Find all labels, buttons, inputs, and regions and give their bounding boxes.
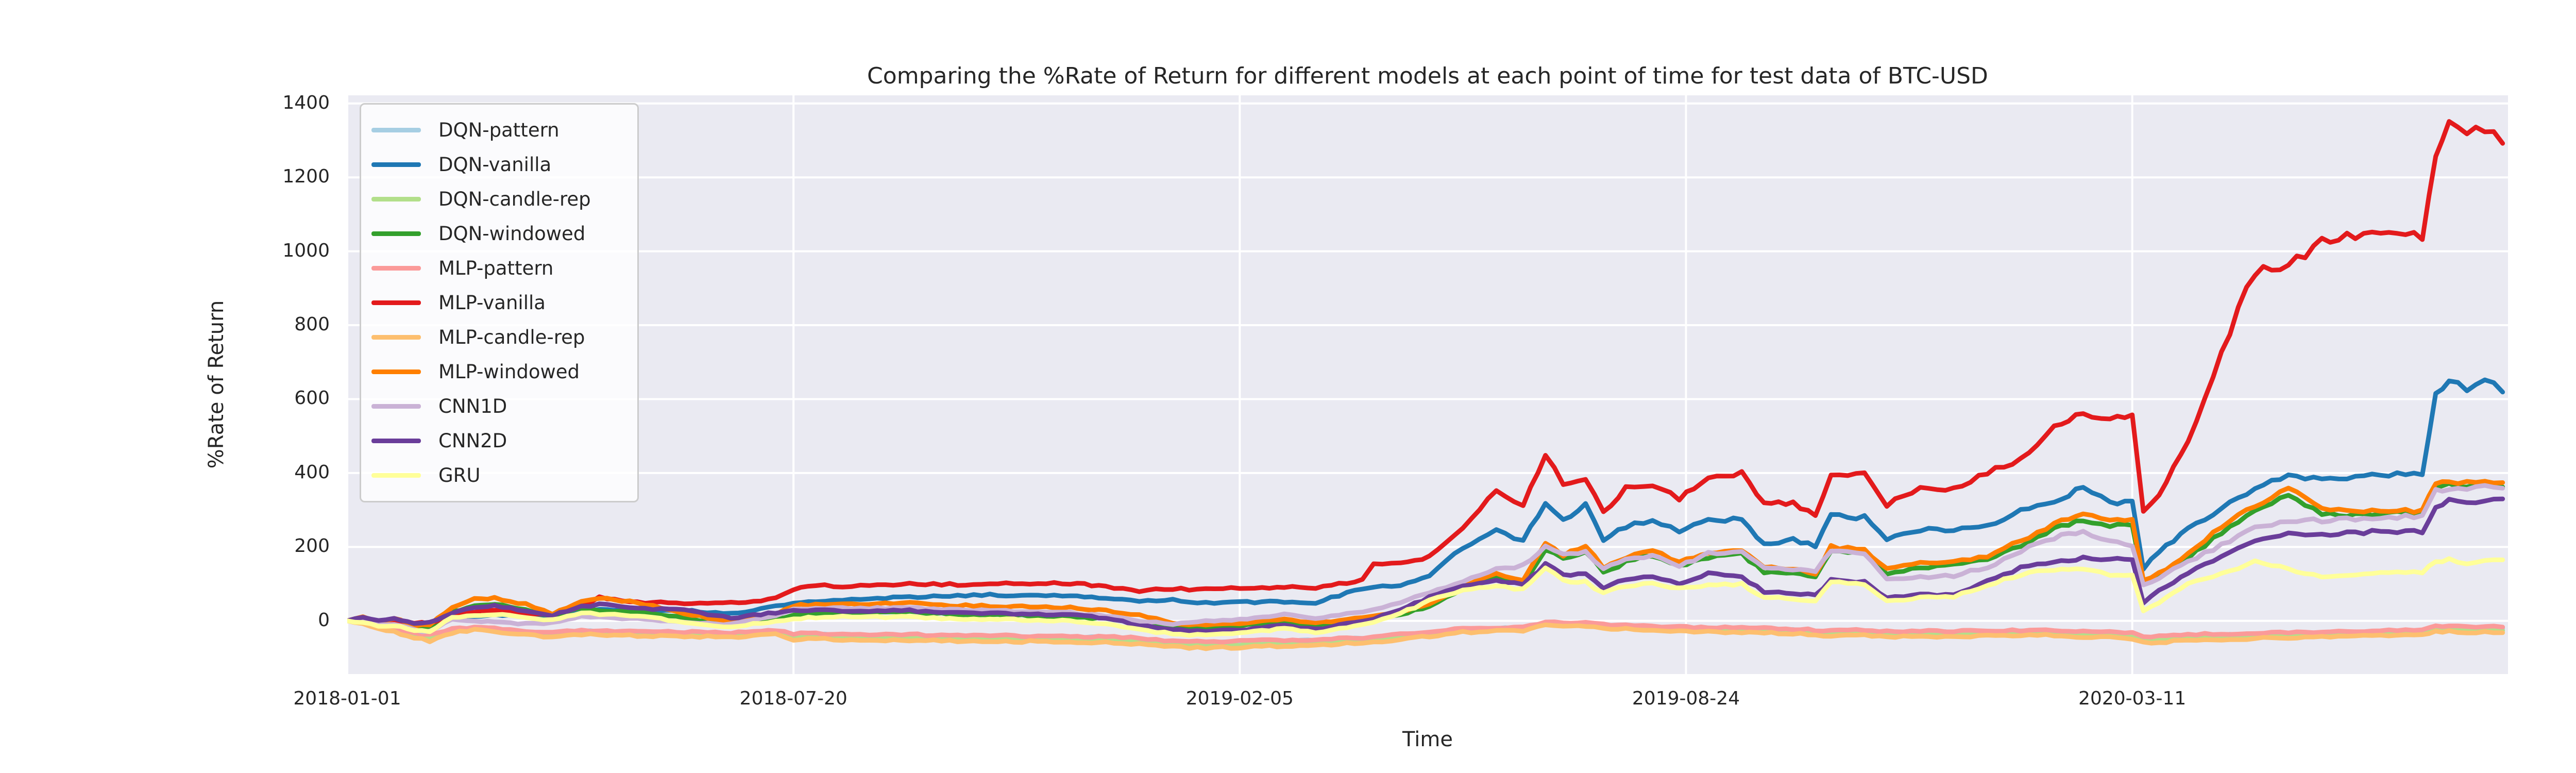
legend-item: GRU: [371, 458, 625, 493]
y-tick-label: 400: [294, 461, 330, 483]
y-tick-label: 1000: [282, 240, 330, 261]
y-tick-label: 800: [294, 314, 330, 335]
legend-swatch: [371, 197, 421, 201]
legend-item: DQN-vanilla: [371, 147, 625, 182]
legend-swatch: [371, 335, 421, 340]
legend-item: DQN-pattern: [371, 113, 625, 147]
x-tick-label: 2018-07-20: [739, 688, 848, 709]
legend-swatch: [371, 439, 421, 443]
legend-swatch: [371, 266, 421, 271]
legend-label: CNN2D: [438, 430, 507, 452]
y-tick-label: 600: [294, 388, 330, 409]
legend-label: DQN-candle-rep: [438, 188, 591, 210]
series-line-MLP-candle-rep: [347, 618, 2505, 651]
legend-item: MLP-candle-rep: [371, 320, 625, 355]
legend-swatch: [371, 369, 421, 374]
x-tick-label: 2020-03-11: [2078, 688, 2187, 709]
x-axis-label: Time: [1402, 728, 1453, 751]
legend: DQN-pattern DQN-vanilla DQN-candle-rep DQN-…: [360, 103, 639, 502]
legend-label: MLP-candle-rep: [438, 326, 585, 348]
legend-label: MLP-pattern: [438, 257, 554, 279]
chart-title: Comparing the %Rate of Return for differ…: [867, 63, 1988, 89]
legend-item: DQN-windowed: [371, 216, 625, 251]
x-tick-label: 2019-02-05: [1185, 688, 1294, 709]
legend-swatch: [371, 231, 421, 236]
legend-swatch: [371, 128, 421, 132]
legend-swatch: [371, 404, 421, 409]
legend-label: DQN-pattern: [438, 119, 560, 141]
y-tick-label: 1200: [282, 166, 330, 188]
legend-label: DQN-windowed: [438, 223, 586, 245]
series-line-GRU: [347, 556, 2505, 638]
legend-label: CNN1D: [438, 395, 507, 417]
legend-label: GRU: [438, 464, 481, 486]
legend-label: DQN-vanilla: [438, 154, 552, 176]
legend-item: CNN1D: [371, 389, 625, 424]
legend-item: MLP-vanilla: [371, 285, 625, 320]
series-line-MLP-vanilla: [347, 119, 2505, 626]
legend-label: MLP-windowed: [438, 361, 580, 383]
series-line-CNN2D: [347, 496, 2505, 634]
x-tick-label: 2019-08-24: [1632, 688, 1740, 709]
y-tick-label: 200: [294, 535, 330, 557]
legend-item: MLP-pattern: [371, 251, 625, 285]
legend-swatch: [371, 300, 421, 305]
series-line-MLP-pattern: [347, 618, 2505, 645]
legend-swatch: [371, 473, 421, 478]
legend-item: CNN2D: [371, 424, 625, 458]
y-tick-label: 0: [318, 609, 330, 631]
legend-item: MLP-windowed: [371, 355, 625, 389]
legend-swatch: [371, 162, 421, 167]
legend-item: DQN-candle-rep: [371, 182, 625, 216]
legend-label: MLP-vanilla: [438, 292, 546, 314]
y-tick-label: 1400: [282, 92, 330, 113]
x-tick-label: 2018-01-01: [293, 688, 401, 709]
